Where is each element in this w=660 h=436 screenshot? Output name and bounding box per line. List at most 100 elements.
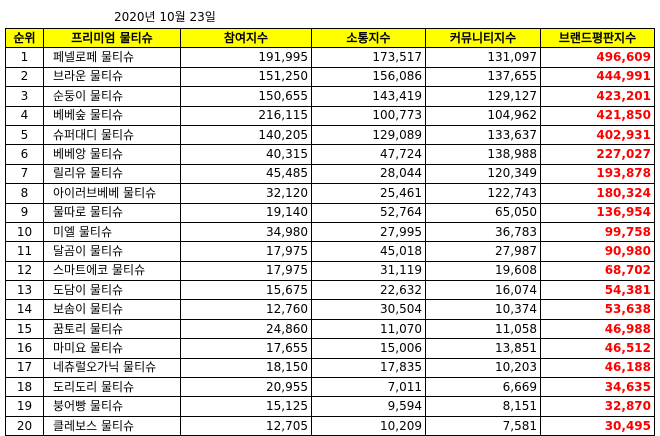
participation-cell: 19,140 — [180, 202, 312, 223]
rank-cell: 9 — [5, 202, 44, 223]
table-row: 15 꿈토리 물티슈 24,860 11,070 11,058 46,988 — [5, 318, 655, 340]
table-body: 1 페넬로페 물티슈 191,995 173,517 131,097 496,609 2 브라… — [5, 47, 655, 436]
rank-cell: 8 — [5, 183, 44, 204]
brand-cell: 46,512 — [540, 338, 655, 359]
participation-cell: 24,860 — [180, 318, 312, 340]
brand-cell: 444,991 — [540, 66, 655, 88]
brand-cell: 54,381 — [540, 280, 655, 301]
brand-cell: 68,702 — [540, 260, 655, 282]
table-row: 6 베베앙 물티슈 40,315 47,724 138,988 227,027 — [5, 144, 655, 165]
header-communication: 소통지수 — [311, 27, 426, 49]
participation-cell: 34,980 — [180, 221, 312, 243]
table-row: 20 클레보스 물티슈 12,705 10,209 7,581 30,495 — [5, 415, 655, 436]
community-cell: 120,349 — [425, 163, 541, 185]
participation-cell: 40,315 — [180, 144, 312, 165]
name-cell: 베베숲 물티슈 — [43, 105, 181, 126]
name-cell: 도담이 물티슈 — [43, 280, 181, 301]
brand-cell: 193,878 — [540, 163, 655, 185]
communication-cell: 27,995 — [311, 221, 426, 243]
community-cell: 65,050 — [425, 202, 541, 223]
rank-cell: 16 — [5, 338, 44, 359]
name-cell: 베베앙 물티슈 — [43, 144, 181, 165]
rank-cell: 12 — [5, 260, 44, 282]
participation-cell: 140,205 — [180, 124, 312, 146]
participation-cell: 45,485 — [180, 163, 312, 185]
community-cell: 104,962 — [425, 105, 541, 126]
table-row: 2 브라운 물티슈 151,250 156,086 137,655 444,991 — [5, 66, 655, 88]
communication-cell: 11,070 — [311, 318, 426, 340]
community-cell: 6,669 — [425, 377, 541, 398]
communication-cell: 25,461 — [311, 183, 426, 204]
brand-reputation-table: 순위 프리미엄 물티슈 참여지수 소통지수 커뮤니티지수 브랜드평판지수 1 페넬… — [5, 27, 655, 436]
name-cell: 아이러브베베 물티슈 — [43, 183, 181, 204]
community-cell: 129,127 — [425, 86, 541, 107]
name-cell: 페넬로페 물티슈 — [43, 47, 181, 68]
community-cell: 7,581 — [425, 415, 541, 436]
communication-cell: 143,419 — [311, 86, 426, 107]
communication-cell: 129,089 — [311, 124, 426, 146]
participation-cell: 17,655 — [180, 338, 312, 359]
table-row: 12 스마트에코 물티슈 17,975 31,119 19,608 68,702 — [5, 260, 655, 282]
communication-cell: 45,018 — [311, 241, 426, 262]
name-cell: 브라운 물티슈 — [43, 66, 181, 88]
community-cell: 13,851 — [425, 338, 541, 359]
table-row: 10 미엘 물티슈 34,980 27,995 36,783 99,758 — [5, 221, 655, 243]
name-cell: 달곰이 물티슈 — [43, 241, 181, 262]
name-cell: 슈퍼대디 물티슈 — [43, 124, 181, 146]
brand-cell: 90,980 — [540, 241, 655, 262]
header-row: 순위 프리미엄 물티슈 참여지수 소통지수 커뮤니티지수 브랜드평판지수 — [5, 27, 655, 49]
communication-cell: 22,632 — [311, 280, 426, 301]
name-cell: 꿈토리 물티슈 — [43, 318, 181, 340]
participation-cell: 20,955 — [180, 377, 312, 398]
communication-cell: 31,119 — [311, 260, 426, 282]
participation-cell: 150,655 — [180, 86, 312, 107]
communication-cell: 173,517 — [311, 47, 426, 68]
participation-cell: 12,760 — [180, 299, 312, 320]
community-cell: 19,608 — [425, 260, 541, 282]
participation-cell: 191,995 — [180, 47, 312, 68]
brand-cell: 421,850 — [540, 105, 655, 126]
communication-cell: 52,764 — [311, 202, 426, 223]
rank-cell: 6 — [5, 144, 44, 165]
brand-cell: 30,495 — [540, 415, 655, 436]
community-cell: 10,203 — [425, 357, 541, 379]
participation-cell: 151,250 — [180, 66, 312, 88]
table-row: 11 달곰이 물티슈 17,975 45,018 27,987 90,980 — [5, 241, 655, 262]
name-cell: 도리도리 물티슈 — [43, 377, 181, 398]
name-cell: 붕어빵 물티슈 — [43, 396, 181, 417]
header-participation: 참여지수 — [180, 27, 312, 49]
rank-cell: 7 — [5, 163, 44, 185]
table-row: 7 릴리유 물티슈 45,485 28,044 120,349 193,878 — [5, 163, 655, 185]
brand-cell: 32,870 — [540, 396, 655, 417]
community-cell: 27,987 — [425, 241, 541, 262]
table-row: 14 보솜이 물티슈 12,760 30,504 10,374 53,638 — [5, 299, 655, 320]
brand-cell: 136,954 — [540, 202, 655, 223]
rank-cell: 1 — [5, 47, 44, 68]
communication-cell: 17,835 — [311, 357, 426, 379]
participation-cell: 15,675 — [180, 280, 312, 301]
table-row: 13 도담이 물티슈 15,675 22,632 16,074 54,381 — [5, 280, 655, 301]
brand-cell: 46,988 — [540, 318, 655, 340]
communication-cell: 156,086 — [311, 66, 426, 88]
rank-cell: 20 — [5, 415, 44, 436]
header-community: 커뮤니티지수 — [425, 27, 541, 49]
community-cell: 122,743 — [425, 183, 541, 204]
name-cell: 클레보스 물티슈 — [43, 415, 181, 436]
community-cell: 131,097 — [425, 47, 541, 68]
name-cell: 스마트에코 물티슈 — [43, 260, 181, 282]
brand-cell: 496,609 — [540, 47, 655, 68]
name-cell: 순둥이 물티슈 — [43, 86, 181, 107]
community-cell: 137,655 — [425, 66, 541, 88]
rank-cell: 18 — [5, 377, 44, 398]
table-row: 19 붕어빵 물티슈 15,125 9,594 8,151 32,870 — [5, 396, 655, 417]
table-row: 18 도리도리 물티슈 20,955 7,011 6,669 34,635 — [5, 377, 655, 398]
rank-cell: 15 — [5, 318, 44, 340]
rank-cell: 13 — [5, 280, 44, 301]
communication-cell: 15,006 — [311, 338, 426, 359]
participation-cell: 17,975 — [180, 260, 312, 282]
participation-cell: 18,150 — [180, 357, 312, 379]
rank-cell: 10 — [5, 221, 44, 243]
table-row: 17 네츄럴오가닉 물티슈 18,150 17,835 10,203 46,188 — [5, 357, 655, 379]
community-cell: 8,151 — [425, 396, 541, 417]
brand-cell: 53,638 — [540, 299, 655, 320]
